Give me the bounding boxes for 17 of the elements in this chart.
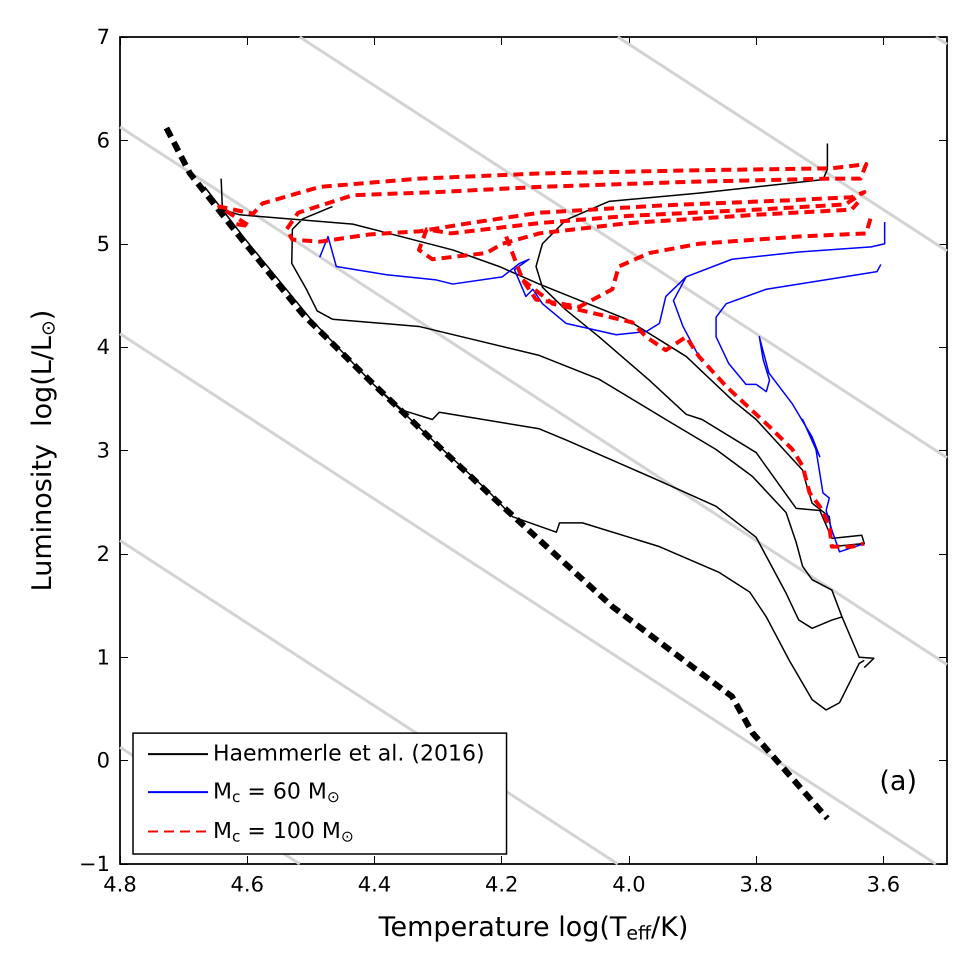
x-tick-label: 4.2 [484, 872, 518, 896]
y-tick-label: 0 [96, 748, 110, 773]
annotation: (a) [879, 766, 918, 797]
y-tick-label: 3 [96, 438, 110, 462]
y-tick-label: 2 [96, 542, 110, 566]
y-tick-label: 7 [96, 25, 110, 49]
x-tick-label: 4.6 [230, 872, 264, 896]
y-tick-label: 5 [96, 232, 110, 256]
x-tick-label: 4.0 [612, 872, 646, 896]
y-tick-label: 6 [96, 128, 110, 152]
legend-label: Haemmerle et al. (2016) [213, 742, 485, 767]
x-tick-label: 3.6 [866, 872, 900, 896]
y-axis-title: Luminosity log(L/L⊙) [26, 310, 60, 592]
y-tick-label: 4 [96, 335, 110, 360]
y-tick-label: 1 [96, 645, 110, 670]
x-tick-label: 3.8 [739, 872, 773, 896]
x-tick-label: 4.4 [358, 872, 392, 896]
